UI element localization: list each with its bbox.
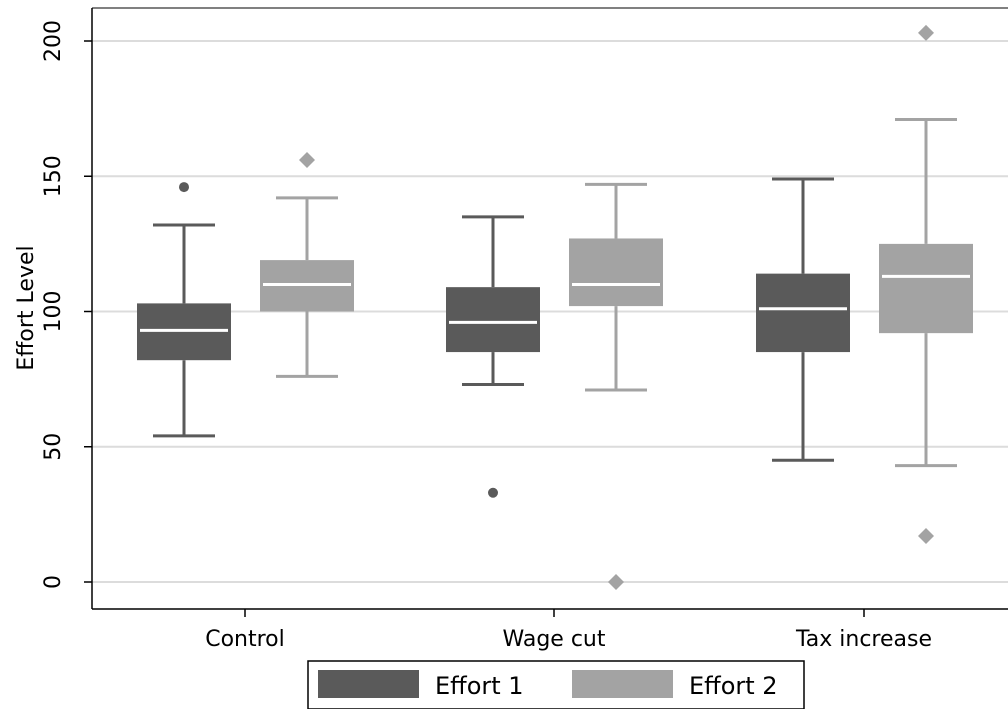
outlier-point-0 [918, 24, 934, 41]
y-axis-title: Effort Level [14, 245, 39, 370]
box-2-control [260, 152, 354, 378]
y-tick-label-200: 200 [41, 20, 66, 62]
x-ticks: Control Wage cut Tax increase [205, 609, 932, 652]
outlier-point-0 [488, 487, 498, 498]
outlier-point-1 [918, 528, 934, 545]
outlier-point-0 [608, 574, 624, 590]
legend-swatch-effort-1 [318, 670, 419, 698]
y-tick-label-0: 0 [41, 575, 66, 589]
iqr-box [446, 287, 540, 353]
box-1-tax-increase [756, 177, 850, 462]
y-tick-label-150: 150 [41, 155, 66, 197]
outlier-point-0 [179, 182, 189, 193]
outlier-point-0 [299, 152, 315, 169]
gridlines [92, 40, 1008, 583]
box-2-wage-cut [569, 182, 663, 590]
y-ticks: 0 50 100 150 200 [41, 20, 92, 589]
legend-label-effort-1: Effort 1 [435, 672, 524, 700]
iqr-box [879, 243, 973, 334]
box-2-tax-increase [879, 24, 973, 545]
legend-swatch-effort-2 [572, 670, 673, 698]
y-tick-label-100: 100 [41, 291, 66, 333]
legend: Effort 1 Effort 2 [307, 660, 805, 709]
y-tick-label-50: 50 [41, 433, 66, 461]
x-tick-label-2: Tax increase [795, 627, 932, 652]
x-tick-label-1: Wage cut [503, 627, 606, 652]
iqr-box [569, 238, 663, 307]
x-tick-label-0: Control [205, 627, 285, 652]
box-1-control [137, 182, 231, 438]
box-1-wage-cut [446, 215, 540, 498]
legend-label-effort-2: Effort 2 [689, 672, 778, 700]
iqr-box [756, 273, 850, 353]
boxes [137, 24, 973, 590]
